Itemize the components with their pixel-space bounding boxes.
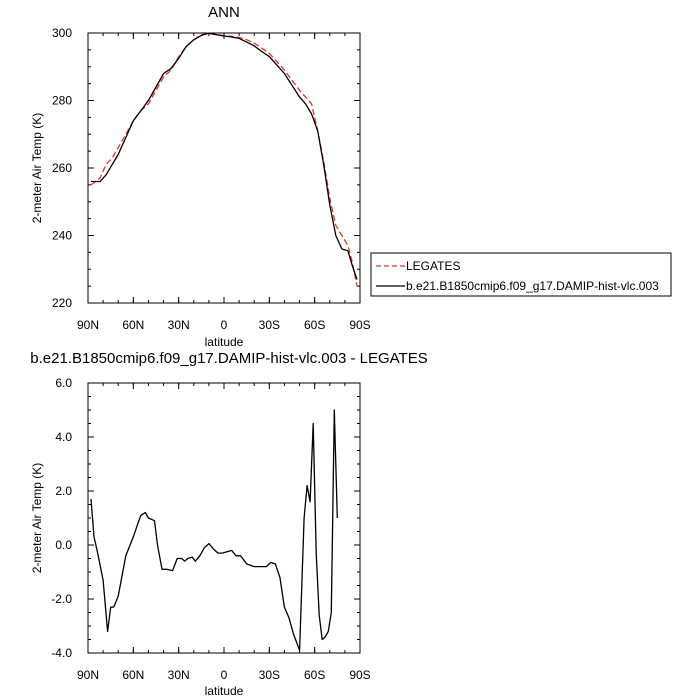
- x-tick-label: 0: [221, 318, 228, 332]
- x-tick-label: 30N: [168, 668, 190, 682]
- y-tick-label: 220: [52, 296, 72, 310]
- chart-title: ANN: [208, 4, 240, 21]
- y-tick-label: 4.0: [55, 430, 72, 444]
- x-tick-label: 60N: [122, 318, 144, 332]
- x-axis-label: latitude: [205, 684, 244, 698]
- x-axis-label: latitude: [205, 335, 244, 349]
- plot-frame: [87, 32, 361, 304]
- y-tick-label: 0.0: [55, 538, 72, 552]
- x-tick-label: 90N: [77, 668, 99, 682]
- y-axis-label: 2-meter Air Temp (K): [30, 113, 44, 223]
- y-axis-label: 2-meter Air Temp (K): [30, 463, 44, 573]
- legend-box: [370, 252, 672, 297]
- x-tick-label: 30N: [168, 318, 190, 332]
- series-group: [90, 409, 338, 651]
- x-axis: 90N 60N 30N 0 30S 60S 90S: [77, 383, 371, 682]
- x-tick-label: 0: [221, 668, 228, 682]
- y-axis: 220 240 260 280 300: [52, 26, 360, 310]
- series-line-0: [90, 409, 338, 651]
- legend-label-legates: LEGATES: [406, 259, 460, 273]
- x-tick-label: 30S: [259, 318, 280, 332]
- chart-difference: b.e21.B1850cmip6.f09_g17.DAMIP-hist-vlc.…: [30, 350, 428, 698]
- chart-title: b.e21.B1850cmip6.f09_g17.DAMIP-hist-vlc.…: [30, 350, 427, 367]
- y-tick-label: 300: [52, 26, 72, 40]
- x-tick-label: 60S: [304, 318, 325, 332]
- series-line-0: [90, 32, 358, 287]
- y-tick-label: -4.0: [51, 646, 72, 660]
- y-tick-label: 280: [52, 94, 72, 108]
- y-axis: -4.0 -2.0 0.0 2.0 4.0 6.0: [51, 376, 360, 660]
- series-group: [90, 32, 358, 287]
- x-tick-label: 90S: [349, 318, 370, 332]
- y-tick-label: -2.0: [51, 592, 72, 606]
- y-tick-label: 260: [52, 161, 72, 175]
- x-tick-label: 90N: [77, 318, 99, 332]
- x-tick-label: 30S: [259, 668, 280, 682]
- series-line-1: [91, 32, 358, 280]
- legend-label-model: b.e21.B1850cmip6.f09_g17.DAMIP-hist-vlc.…: [406, 279, 659, 293]
- y-tick-label: 2.0: [55, 484, 72, 498]
- legend: LEGATES b.e21.B1850cmip6.f09_g17.DAMIP-h…: [370, 252, 672, 297]
- y-tick-label: 6.0: [55, 376, 72, 390]
- y-tick-label: 240: [52, 229, 72, 243]
- x-axis: 90N 60N 30N 0 30S 60S 90S: [77, 33, 371, 332]
- x-tick-label: 60S: [304, 668, 325, 682]
- x-tick-label: 90S: [349, 668, 370, 682]
- x-tick-label: 60N: [122, 668, 144, 682]
